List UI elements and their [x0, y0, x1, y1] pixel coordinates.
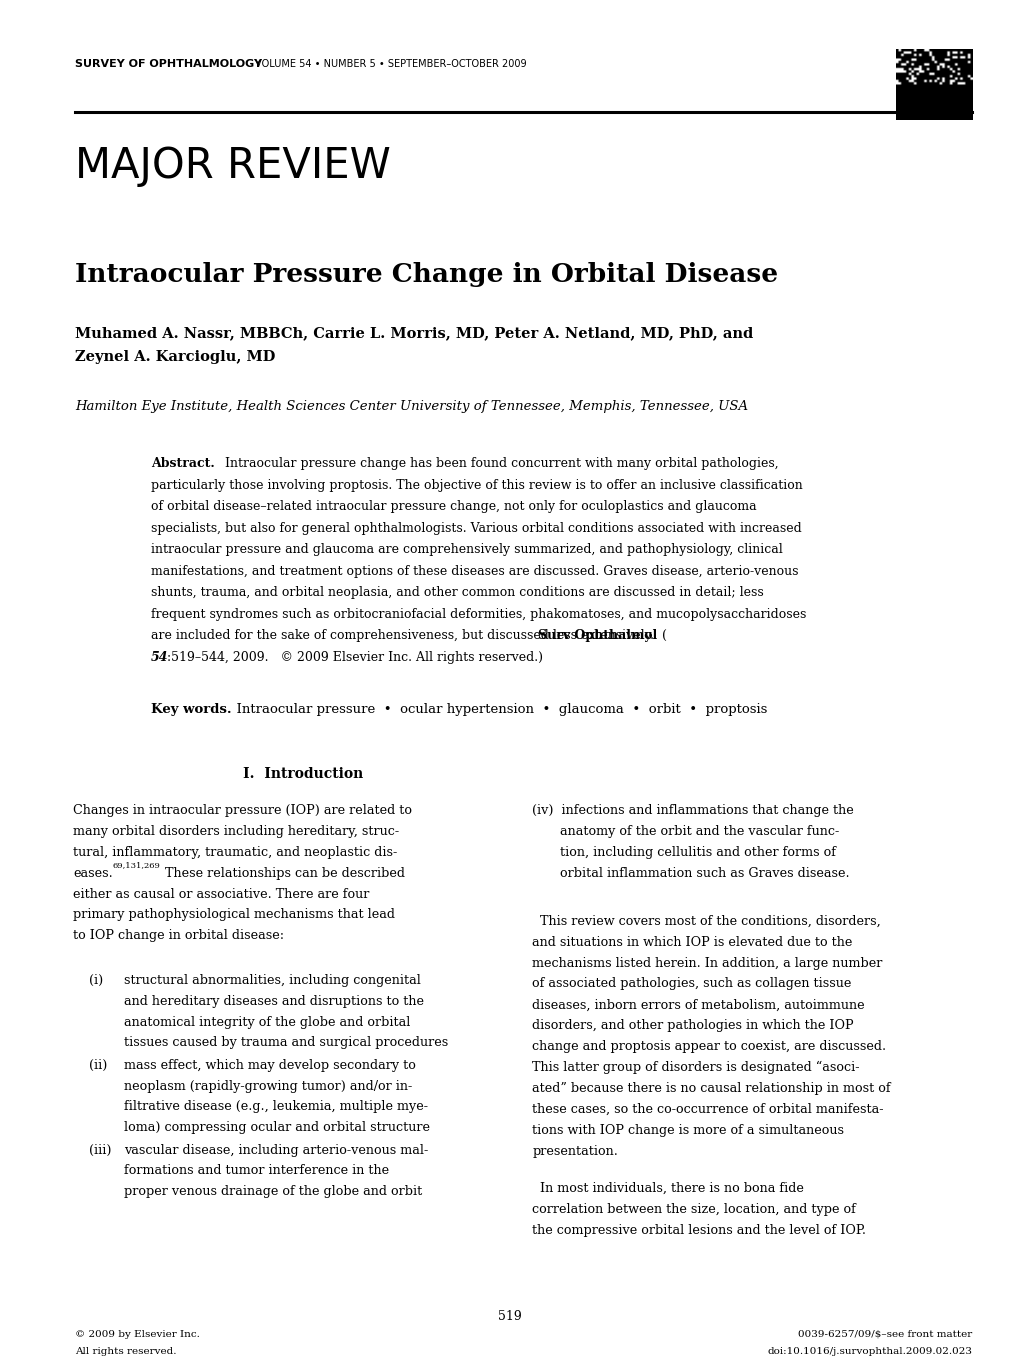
Text: these cases, so the co-occurrence of orbital manifesta-: these cases, so the co-occurrence of orb…	[532, 1103, 883, 1115]
Text: mechanisms listed herein. In addition, a large number: mechanisms listed herein. In addition, a…	[532, 957, 882, 969]
Text: and situations in which IOP is elevated due to the: and situations in which IOP is elevated …	[532, 936, 852, 949]
Text: either as causal or associative. There are four: either as causal or associative. There a…	[73, 887, 370, 901]
Text: 519: 519	[497, 1310, 522, 1323]
Text: Key words.: Key words.	[151, 703, 231, 717]
Text: ELSEVIER: ELSEVIER	[916, 113, 951, 119]
Text: This review covers most of the conditions, disorders,: This review covers most of the condition…	[532, 915, 880, 928]
Text: many orbital disorders including hereditary, struc-: many orbital disorders including heredit…	[73, 824, 399, 838]
Text: are included for the sake of comprehensiveness, but discussed less extensively. : are included for the sake of comprehensi…	[151, 629, 666, 643]
Text: manifestations, and treatment options of these diseases are discussed. Graves di: manifestations, and treatment options of…	[151, 565, 798, 577]
Text: formations and tumor interference in the: formations and tumor interference in the	[124, 1164, 389, 1178]
Text: shunts, trauma, and orbital neoplasia, and other common conditions are discussed: shunts, trauma, and orbital neoplasia, a…	[151, 587, 763, 599]
Text: MAJOR REVIEW: MAJOR REVIEW	[75, 145, 391, 187]
Text: diseases, inborn errors of metabolism, autoimmune: diseases, inborn errors of metabolism, a…	[532, 998, 864, 1011]
Text: © 2009 by Elsevier Inc.: © 2009 by Elsevier Inc.	[75, 1330, 200, 1339]
Text: of orbital disease–related intraocular pressure change, not only for oculoplasti: of orbital disease–related intraocular p…	[151, 501, 756, 513]
Text: and hereditary diseases and disruptions to the: and hereditary diseases and disruptions …	[124, 995, 424, 1007]
Text: (iii): (iii)	[89, 1144, 111, 1156]
Text: disorders, and other pathologies in which the IOP: disorders, and other pathologies in whic…	[532, 1020, 853, 1032]
Text: tions with IOP change is more of a simultaneous: tions with IOP change is more of a simul…	[532, 1123, 844, 1137]
Text: Zeynel A. Karcioglu, MD: Zeynel A. Karcioglu, MD	[75, 349, 275, 364]
Text: of associated pathologies, such as collagen tissue: of associated pathologies, such as colla…	[532, 977, 851, 991]
Text: the compressive orbital lesions and the level of IOP.: the compressive orbital lesions and the …	[532, 1223, 865, 1237]
Text: tion, including cellulitis and other forms of: tion, including cellulitis and other for…	[532, 846, 836, 859]
Text: structural abnormalities, including congenital: structural abnormalities, including cong…	[124, 973, 421, 987]
Text: Muhamed A. Nassr, MBBCh, Carrie L. Morris, MD, Peter A. Netland, MD, PhD, and: Muhamed A. Nassr, MBBCh, Carrie L. Morri…	[75, 326, 753, 340]
Text: :519–544, 2009.   © 2009 Elsevier Inc. All rights reserved.): :519–544, 2009. © 2009 Elsevier Inc. All…	[166, 651, 542, 663]
Text: These relationships can be described: These relationships can be described	[161, 867, 405, 879]
Text: doi:10.1016/j.survophthal.2009.02.023: doi:10.1016/j.survophthal.2009.02.023	[766, 1347, 971, 1357]
Text: Intraocular pressure  •  ocular hypertension  •  glaucoma  •  orbit  •  proptosi: Intraocular pressure • ocular hypertensi…	[228, 703, 767, 717]
Text: (iv)  infections and inflammations that change the: (iv) infections and inflammations that c…	[532, 804, 853, 818]
Text: proper venous drainage of the globe and orbit: proper venous drainage of the globe and …	[124, 1185, 422, 1198]
Text: anatomy of the orbit and the vascular func-: anatomy of the orbit and the vascular fu…	[532, 824, 839, 838]
Text: primary pathophysiological mechanisms that lead: primary pathophysiological mechanisms th…	[73, 909, 395, 921]
Text: Changes in intraocular pressure (IOP) are related to: Changes in intraocular pressure (IOP) ar…	[73, 804, 412, 818]
Text: neoplasm (rapidly-growing tumor) and/or in-: neoplasm (rapidly-growing tumor) and/or …	[124, 1080, 413, 1092]
Text: 69,131,269: 69,131,269	[112, 861, 160, 870]
Text: Intraocular Pressure Change in Orbital Disease: Intraocular Pressure Change in Orbital D…	[75, 262, 777, 287]
Text: mass effect, which may develop secondary to: mass effect, which may develop secondary…	[124, 1059, 416, 1072]
Text: This latter group of disorders is designated “asoci-: This latter group of disorders is design…	[532, 1061, 859, 1074]
Text: eases.: eases.	[73, 867, 113, 879]
Text: presentation.: presentation.	[532, 1144, 618, 1158]
Text: I.  Introduction: I. Introduction	[243, 767, 363, 781]
Text: Surv Ophthalmol: Surv Ophthalmol	[538, 629, 657, 643]
Text: orbital inflammation such as Graves disease.: orbital inflammation such as Graves dise…	[532, 867, 849, 879]
Text: ated” because there is no causal relationship in most of: ated” because there is no causal relatio…	[532, 1082, 891, 1095]
Text: specialists, but also for general ophthalmologists. Various orbital conditions a: specialists, but also for general ophtha…	[151, 521, 801, 535]
Text: (i): (i)	[89, 973, 103, 987]
Text: frequent syndromes such as orbitocraniofacial deformities, phakomatoses, and muc: frequent syndromes such as orbitocraniof…	[151, 607, 806, 621]
Text: All rights reserved.: All rights reserved.	[75, 1347, 177, 1357]
Text: Abstract.: Abstract.	[151, 457, 215, 471]
Text: correlation between the size, location, and type of: correlation between the size, location, …	[532, 1203, 856, 1216]
Text: SURVEY OF OPHTHALMOLOGY: SURVEY OF OPHTHALMOLOGY	[75, 59, 262, 68]
Text: anatomical integrity of the globe and orbital: anatomical integrity of the globe and or…	[124, 1016, 411, 1029]
Text: 0039-6257/09/$–see front matter: 0039-6257/09/$–see front matter	[797, 1330, 971, 1339]
Text: In most individuals, there is no bona fide: In most individuals, there is no bona fi…	[532, 1182, 804, 1194]
Text: VOLUME 54 • NUMBER 5 • SEPTEMBER–OCTOBER 2009: VOLUME 54 • NUMBER 5 • SEPTEMBER–OCTOBER…	[252, 59, 526, 68]
Text: particularly those involving proptosis. The objective of this review is to offer: particularly those involving proptosis. …	[151, 479, 802, 491]
Text: (ii): (ii)	[89, 1059, 107, 1072]
Text: 54: 54	[151, 651, 168, 663]
Text: filtrative disease (e.g., leukemia, multiple mye-: filtrative disease (e.g., leukemia, mult…	[124, 1100, 428, 1114]
Text: tissues caused by trauma and surgical procedures: tissues caused by trauma and surgical pr…	[124, 1036, 448, 1050]
Text: vascular disease, including arterio-venous mal-: vascular disease, including arterio-veno…	[124, 1144, 428, 1156]
Text: intraocular pressure and glaucoma are comprehensively summarized, and pathophysi: intraocular pressure and glaucoma are co…	[151, 543, 782, 557]
Text: tural, inflammatory, traumatic, and neoplastic dis-: tural, inflammatory, traumatic, and neop…	[73, 846, 397, 859]
Text: loma) compressing ocular and orbital structure: loma) compressing ocular and orbital str…	[124, 1121, 430, 1134]
Text: Hamilton Eye Institute, Health Sciences Center University of Tennessee, Memphis,: Hamilton Eye Institute, Health Sciences …	[75, 400, 748, 414]
Text: change and proptosis appear to coexist, are discussed.: change and proptosis appear to coexist, …	[532, 1040, 886, 1054]
Text: to IOP change in orbital disease:: to IOP change in orbital disease:	[73, 930, 284, 942]
Text: Intraocular pressure change has been found concurrent with many orbital patholog: Intraocular pressure change has been fou…	[212, 457, 777, 471]
